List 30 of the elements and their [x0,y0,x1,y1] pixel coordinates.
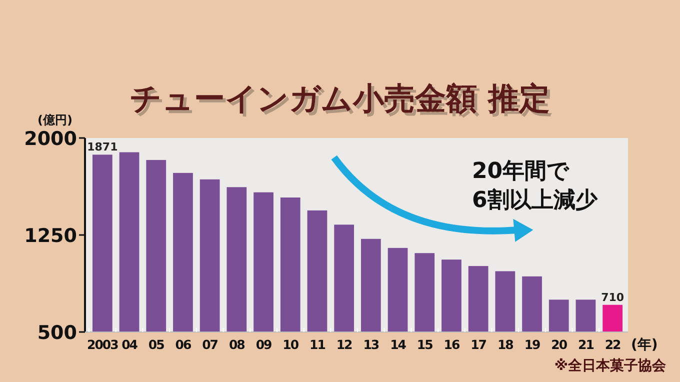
x-tick-label: 12 [336,337,352,352]
x-tick-label: 13 [363,337,379,352]
chart-title: チューインガム小売金額 推定 [133,84,553,120]
x-tick-label: 19 [524,337,540,352]
x-tick-label: 04 [122,337,138,352]
x-tick-label: 15 [416,337,433,352]
x-axis-title: (年) [631,337,658,353]
y-tick-label: 2000 [24,128,77,150]
x-tick-label: 21 [578,337,594,352]
x-tick-label: 08 [228,337,245,352]
x-tick-label: 10 [282,337,300,352]
x-tick-label: 2003 [87,337,118,352]
annotation: 20年間で 6割以上減少 [472,159,598,213]
x-tick-label: 20 [551,337,568,352]
x-tick-label: 06 [175,337,192,352]
x-tick-label: 05 [148,337,164,352]
x-tick-label: 22 [604,337,621,352]
x-tick-label: 09 [256,337,272,352]
y-tick-label: 500 [37,322,77,344]
x-tick-label: 11 [310,337,326,352]
data-label: 710 [601,290,624,304]
x-tick-label: 14 [390,337,407,352]
y-tick-label: 1250 [24,225,77,247]
x-tick-label: 16 [444,337,460,352]
data-label: 1871 [87,140,118,154]
y-axis-title: (億円) [38,113,72,127]
x-tick-label: 07 [202,337,218,352]
x-tick-label: 18 [497,337,514,352]
text: ※全日本菓子協会 [554,358,667,374]
x-tick-label: 17 [470,337,486,352]
